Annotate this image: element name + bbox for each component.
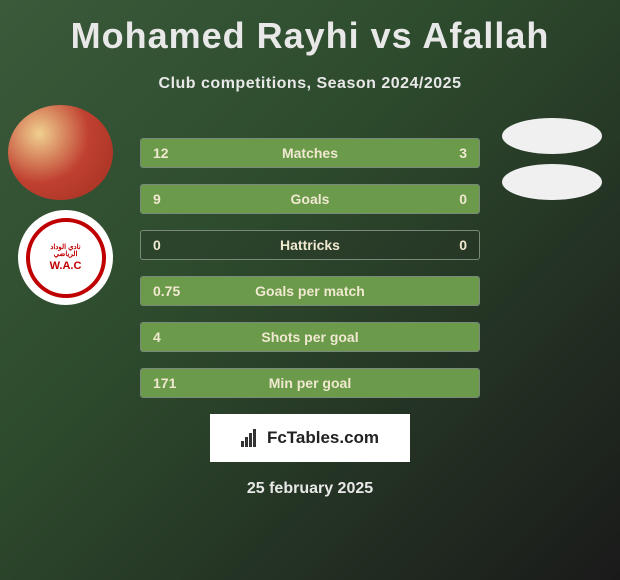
club-logo: نادي الوداد الرياضي W.A.C — [26, 218, 106, 298]
branding-text: FcTables.com — [267, 428, 379, 448]
stat-right-value: 3 — [459, 145, 467, 161]
stat-label: Goals per match — [141, 283, 479, 299]
oval-2 — [502, 164, 602, 200]
player2-avatar: نادي الوداد الرياضي W.A.C — [18, 210, 113, 305]
stat-right-value: 0 — [459, 237, 467, 253]
fctables-icon — [241, 429, 261, 447]
oval-1 — [502, 118, 602, 154]
stat-row: 171Min per goal — [140, 368, 480, 398]
stat-label: Shots per goal — [141, 329, 479, 345]
stat-right-value: 0 — [459, 191, 467, 207]
date-label: 25 february 2025 — [0, 480, 620, 498]
stat-row: 4Shots per goal — [140, 322, 480, 352]
subtitle: Club competitions, Season 2024/2025 — [0, 75, 620, 93]
stat-label: Matches — [141, 145, 479, 161]
side-ovals — [502, 118, 602, 210]
player1-avatar — [8, 105, 113, 200]
stat-row: 9Goals0 — [140, 184, 480, 214]
stat-row: 0.75Goals per match — [140, 276, 480, 306]
branding-badge[interactable]: FcTables.com — [210, 414, 410, 462]
stat-label: Hattricks — [141, 237, 479, 253]
page-title: Mohamed Rayhi vs Afallah — [0, 15, 620, 57]
stat-label: Goals — [141, 191, 479, 207]
avatar-column: نادي الوداد الرياضي W.A.C — [8, 105, 113, 315]
comparison-card: Mohamed Rayhi vs Afallah Club competitio… — [0, 0, 620, 580]
stat-row: 12Matches3 — [140, 138, 480, 168]
stat-label: Min per goal — [141, 375, 479, 391]
stat-row: 0Hattricks0 — [140, 230, 480, 260]
